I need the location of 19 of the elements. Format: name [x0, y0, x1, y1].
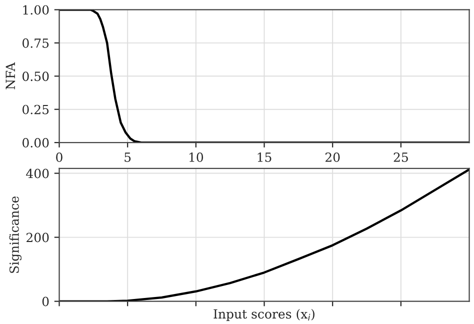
y-tick-label: 200	[26, 232, 49, 242]
y-tick-label: 1.00	[23, 5, 49, 15]
y-tick-label: 0.25	[22, 104, 49, 114]
x-tick-label: 0	[56, 152, 62, 162]
x-tick-label: 15	[258, 152, 272, 162]
line-series	[59, 10, 470, 143]
y-tick-label: 400	[26, 168, 49, 178]
x-tick-label: 10	[189, 152, 204, 162]
x-tick-label: 25	[394, 152, 408, 162]
x-tick-label: 20	[325, 152, 340, 162]
x-axis-title: Input scores (x$_{i}$)	[214, 308, 314, 322]
y-tick-label: 0.50	[22, 72, 49, 82]
x-tick-label: 5	[124, 152, 131, 162]
y-axis-title: NFA	[6, 62, 16, 90]
y-tick-label: 0.75	[22, 38, 49, 48]
y-tick-label: 0	[42, 296, 49, 306]
line-series	[59, 168, 470, 302]
y-tick-label: 0.00	[22, 138, 49, 148]
y-axis-title: Significance	[9, 196, 22, 273]
